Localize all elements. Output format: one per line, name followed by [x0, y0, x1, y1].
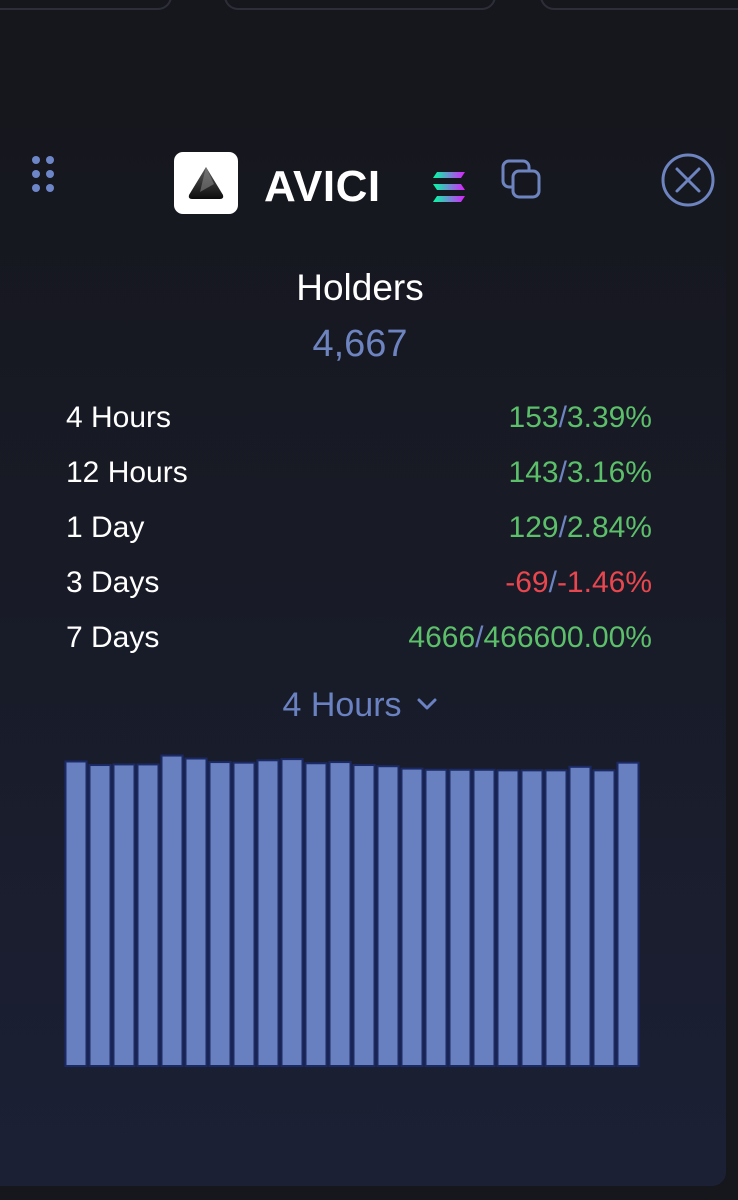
stat-separator: /: [558, 511, 567, 544]
stat-value: 4666/466600.00%: [408, 615, 652, 661]
top-tab-strip: [0, 0, 738, 10]
chart-bar[interactable]: [64, 760, 88, 1067]
chart-bar[interactable]: [136, 763, 160, 1067]
chart-bar[interactable]: [472, 768, 496, 1068]
stat-label: 7 Days: [66, 621, 160, 654]
close-icon[interactable]: [660, 152, 716, 208]
holders-bar-chart: [64, 754, 640, 1068]
top-tab-left[interactable]: [0, 0, 172, 10]
chart-bar[interactable]: [376, 765, 400, 1067]
holders-title: Holders: [296, 267, 424, 308]
chart-bar[interactable]: [160, 754, 184, 1068]
stat-value: -69/-1.46%: [505, 560, 652, 606]
chart-bar[interactable]: [88, 764, 112, 1068]
stat-separator: /: [558, 401, 567, 434]
stat-label: 4 Hours: [66, 401, 172, 434]
stat-label: 3 Days: [66, 566, 160, 599]
chart-bar[interactable]: [616, 761, 640, 1067]
chart-bar[interactable]: [304, 762, 328, 1067]
stat-percent: 466600.00%: [483, 621, 653, 654]
stat-label: 1 Day: [66, 511, 145, 544]
chart-bar[interactable]: [184, 757, 208, 1068]
stat-row: 1 Day 129/2.84%: [66, 505, 652, 560]
stat-row: 12 Hours 143/3.16%: [66, 450, 652, 505]
chart-bar[interactable]: [208, 761, 232, 1067]
holder-stats-list: 4 Hours 153/3.39% 12 Hours 143/3.16% 1 Day 12…: [66, 395, 652, 670]
copy-icon[interactable]: [500, 158, 544, 202]
stat-separator: /: [548, 566, 557, 599]
chart-bar[interactable]: [352, 764, 376, 1068]
chart-bar[interactable]: [496, 769, 520, 1068]
stat-value: 153/3.39%: [509, 395, 652, 441]
stat-change: 153: [508, 401, 559, 434]
stat-percent: 3.16%: [566, 456, 652, 489]
stat-value: 129/2.84%: [509, 505, 652, 551]
chart-bar[interactable]: [544, 769, 568, 1068]
top-tab-right[interactable]: [540, 0, 738, 10]
stat-percent: 2.84%: [566, 511, 652, 544]
chart-bar[interactable]: [256, 759, 280, 1067]
chart-bar[interactable]: [520, 769, 544, 1068]
stat-change: 143: [508, 456, 559, 489]
chart-bar[interactable]: [424, 768, 448, 1068]
stat-row: 7 Days 4666/466600.00%: [66, 615, 652, 670]
stat-separator: /: [475, 621, 484, 654]
stat-change: -69: [505, 566, 549, 599]
stat-change: 129: [508, 511, 559, 544]
stat-value: 143/3.16%: [509, 450, 652, 496]
chevron-down-icon: [417, 698, 437, 710]
chart-bar[interactable]: [448, 768, 472, 1068]
period-dropdown[interactable]: 4 Hours: [0, 683, 720, 727]
chart-bar[interactable]: [568, 765, 592, 1068]
stat-row: 3 Days -69/-1.46%: [66, 560, 652, 615]
stat-row: 4 Hours 153/3.39%: [66, 395, 652, 450]
stat-percent: 3.39%: [566, 401, 652, 434]
stat-label: 12 Hours: [66, 456, 188, 489]
stat-separator: /: [558, 456, 567, 489]
chart-bar[interactable]: [400, 767, 424, 1068]
token-name: AVICI: [264, 162, 381, 211]
chart-bar[interactable]: [112, 763, 136, 1067]
chart-bar[interactable]: [280, 758, 304, 1068]
token-logo: [174, 152, 238, 214]
drag-handle-icon[interactable]: [32, 156, 56, 196]
chart-bar[interactable]: [232, 761, 256, 1067]
chart-bar[interactable]: [328, 761, 352, 1067]
chart-bar[interactable]: [592, 769, 616, 1068]
period-dropdown-label: 4 Hours: [282, 686, 402, 724]
avici-logo-icon: [188, 167, 224, 199]
stat-percent: -1.46%: [556, 566, 652, 599]
solana-icon: [433, 172, 465, 202]
top-tab-middle[interactable]: [224, 0, 496, 10]
holders-count: 4,667: [312, 323, 408, 365]
stat-change: 4666: [408, 621, 476, 654]
